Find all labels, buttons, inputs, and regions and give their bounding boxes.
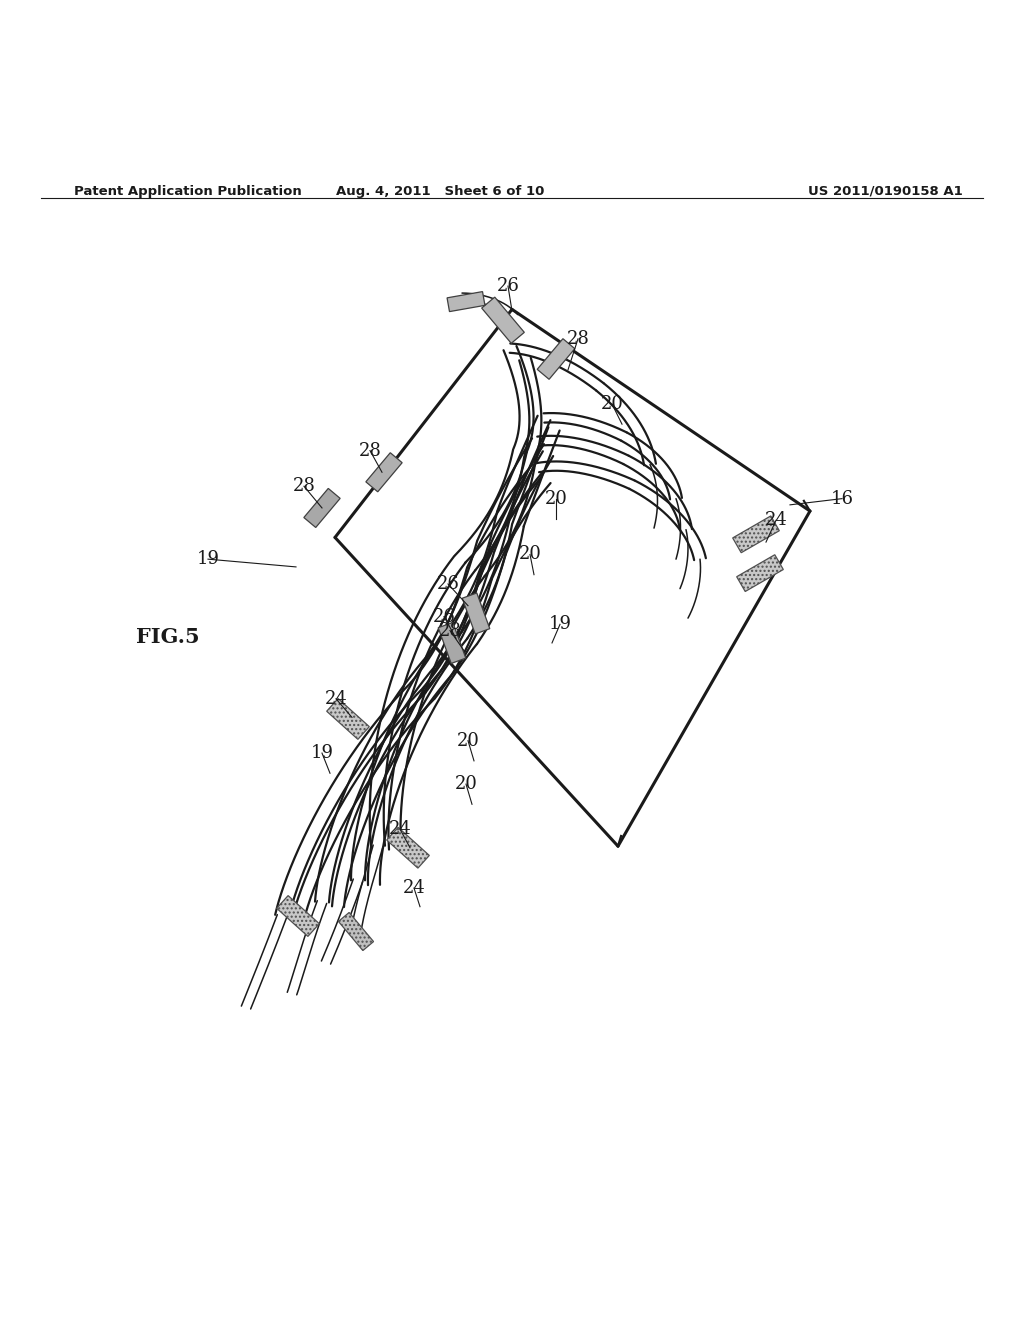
- Polygon shape: [327, 698, 370, 739]
- Text: 19: 19: [549, 615, 571, 634]
- Polygon shape: [339, 912, 374, 950]
- Text: 20: 20: [455, 775, 477, 793]
- Text: 16: 16: [830, 490, 853, 508]
- Polygon shape: [733, 516, 779, 553]
- Text: 20: 20: [457, 731, 479, 750]
- Polygon shape: [481, 297, 524, 343]
- Polygon shape: [276, 895, 319, 936]
- Text: US 2011/0190158 A1: US 2011/0190158 A1: [808, 185, 963, 198]
- Text: 24: 24: [402, 879, 425, 898]
- Polygon shape: [538, 339, 574, 379]
- Text: FIG.5: FIG.5: [136, 627, 200, 647]
- Text: 26: 26: [497, 277, 519, 296]
- Polygon shape: [736, 554, 783, 591]
- Text: 20: 20: [545, 490, 567, 508]
- Polygon shape: [438, 623, 466, 664]
- Text: 20: 20: [518, 545, 542, 564]
- Polygon shape: [447, 292, 485, 312]
- Text: 20: 20: [600, 395, 624, 413]
- Text: 28: 28: [293, 478, 315, 495]
- Text: 19: 19: [197, 550, 219, 568]
- Text: 26: 26: [436, 576, 460, 593]
- Polygon shape: [366, 453, 402, 492]
- Polygon shape: [304, 488, 340, 528]
- Text: 24: 24: [389, 820, 412, 838]
- Polygon shape: [462, 593, 489, 634]
- Text: 28: 28: [358, 442, 381, 459]
- Text: 28: 28: [438, 622, 462, 639]
- Text: Patent Application Publication: Patent Application Publication: [74, 185, 301, 198]
- Text: 19: 19: [310, 744, 334, 762]
- Text: 24: 24: [765, 511, 787, 529]
- Text: 24: 24: [325, 690, 347, 708]
- Polygon shape: [387, 828, 429, 869]
- Text: 28: 28: [566, 330, 590, 348]
- Text: 26: 26: [432, 607, 456, 626]
- Text: Aug. 4, 2011   Sheet 6 of 10: Aug. 4, 2011 Sheet 6 of 10: [336, 185, 545, 198]
